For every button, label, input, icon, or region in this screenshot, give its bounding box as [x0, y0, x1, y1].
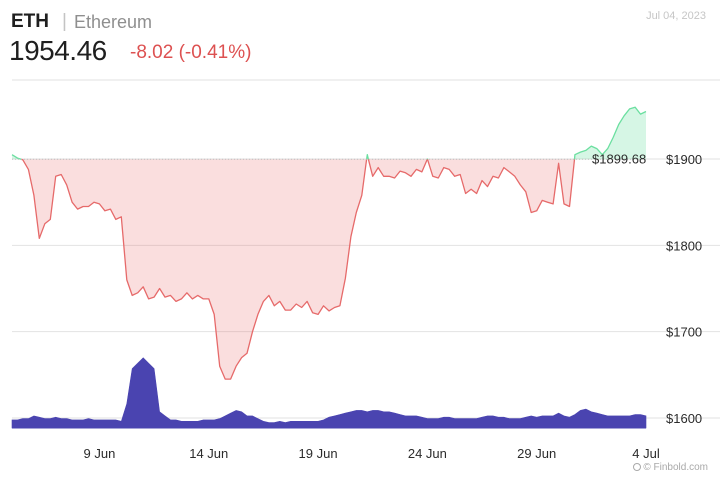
- price-line-up: [573, 106, 647, 160]
- price-line-up: [365, 154, 370, 160]
- source-credit: © Finbold.com: [633, 462, 708, 473]
- current-price: 1954.46: [9, 35, 107, 66]
- grid-layer: [12, 79, 720, 419]
- x-tick-label: 9 Jun: [84, 446, 116, 461]
- x-tick-label: 4 Jul: [632, 446, 660, 461]
- chart-date: Jul 04, 2023: [646, 10, 706, 22]
- price-line-layer: [11, 106, 647, 380]
- y-tick-label: $1600: [666, 411, 702, 426]
- y-tick-label: $1800: [666, 238, 702, 253]
- price-line-up: [11, 154, 22, 160]
- area-above-reference: [574, 107, 646, 160]
- x-axis: 9 Jun 14 Jun 19 Jun 24 Jun 29 Jun 4 Jul: [84, 446, 660, 461]
- x-tick-label: 19 Jun: [299, 446, 338, 461]
- x-tick-label: 24 Jun: [408, 446, 447, 461]
- price-line-down: [367, 159, 428, 179]
- finbold-logo-icon: [633, 463, 642, 471]
- asset-symbol: ETH: [11, 11, 49, 32]
- area-fill-layer: [12, 107, 646, 380]
- volume-layer: [11, 357, 647, 429]
- x-tick-label: 29 Jun: [517, 446, 556, 461]
- price-line-down: [426, 159, 576, 214]
- price-change: -8.02 (-0.41%): [130, 42, 252, 63]
- reference-label: $1899.68: [592, 151, 646, 166]
- x-tick-label: 14 Jun: [189, 446, 228, 461]
- area-below-reference: [21, 159, 367, 380]
- price-line-down: [20, 158, 368, 380]
- credit-label: © Finbold.com: [643, 462, 708, 473]
- reference-layer: $1899.68: [12, 151, 646, 166]
- area-below-reference: [427, 159, 575, 213]
- header-separator: |: [62, 11, 67, 32]
- y-tick-label: $1900: [666, 152, 702, 167]
- y-axis: $1900 $1800 $1700 $1600: [666, 152, 702, 426]
- asset-name: Ethereum: [74, 12, 153, 32]
- area-above-reference: [12, 154, 22, 160]
- volume-area: [11, 357, 647, 429]
- y-tick-label: $1700: [666, 325, 702, 340]
